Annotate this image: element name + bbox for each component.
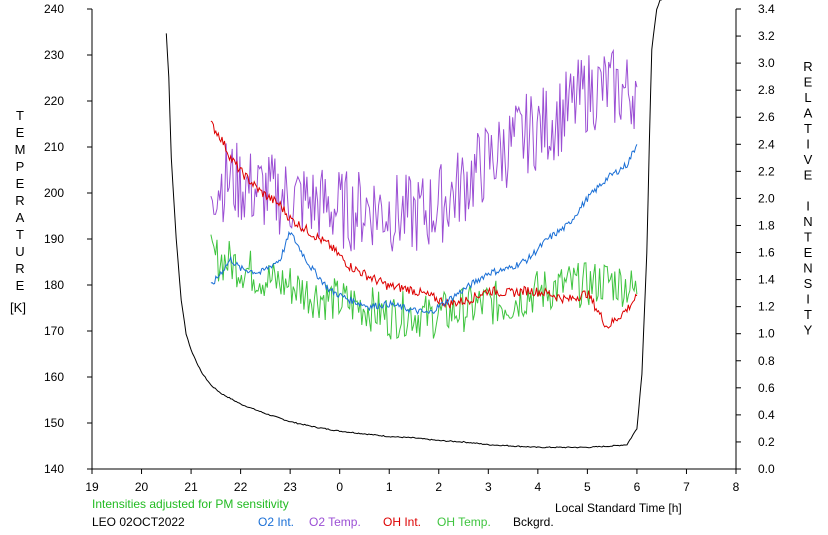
y-left-tick-label: 160 — [44, 370, 64, 384]
legend-item-bckgrd: Bckgrd. — [513, 515, 554, 529]
y-right-tick-label: 1.6 — [758, 246, 775, 260]
legend-item-o2_temp: O2 Temp. — [309, 515, 361, 529]
series-line-oh_int — [210, 120, 638, 329]
y-right-tick-label: 2.8 — [758, 83, 775, 97]
y-left-title-letter: E — [16, 176, 25, 191]
x-tick-label: 23 — [283, 480, 297, 494]
x-tick-label: 7 — [683, 480, 690, 494]
y-right-title-letter: T — [804, 307, 812, 322]
y-right-title-letter: A — [804, 106, 813, 121]
y-left-title-letter: P — [16, 159, 25, 174]
x-tick-label: 20 — [135, 480, 149, 494]
y-right-title-letter: E — [804, 168, 813, 183]
y-left-title-letter: T — [16, 227, 24, 242]
y-right-tick-label: 3.0 — [758, 56, 775, 70]
y-right-tick-label: 2.6 — [758, 110, 775, 124]
y-left-tick-label: 180 — [44, 278, 64, 292]
series-layer — [165, 0, 662, 449]
y-right-tick-label: 3.4 — [758, 2, 775, 16]
y-left-title-letter: E — [16, 125, 25, 140]
legend-item-o2_int: O2 Int. — [258, 515, 294, 529]
y-right-title-letter: N — [803, 261, 812, 276]
note-text: Intensities adjusted for PM sensitivity — [92, 497, 289, 511]
labels-layer: 19 20 21 22 23 0 1 2 3 4 5 6 7 8140150160170180190200… — [15, 2, 813, 494]
y-left-tick-label: 210 — [44, 140, 64, 154]
legend-item-oh_int: OH Int. — [383, 515, 421, 529]
y-left-unit-label: [K] — [10, 300, 26, 315]
y-left-title-letter: A — [16, 210, 25, 225]
station-label: LEO 02OCT2022 — [92, 515, 185, 529]
series-line-bckgrd — [165, 0, 662, 449]
y-left-title-letter: E — [16, 278, 25, 293]
y-left-tick-label: 190 — [44, 232, 64, 246]
x-tick-label: 22 — [234, 480, 248, 494]
y-right-tick-label: 2.2 — [758, 164, 775, 178]
x-tick-label: 1 — [386, 480, 393, 494]
legend-item-oh_temp: OH Temp. — [437, 515, 491, 529]
x-tick-label: 21 — [184, 480, 198, 494]
y-right-title-letter: N — [803, 214, 812, 229]
y-left-title-letter: T — [16, 108, 24, 123]
y-right-tick-label: 2.0 — [758, 191, 775, 205]
x-tick-label: 0 — [336, 480, 343, 494]
series-line-oh_temp — [210, 234, 638, 340]
y-left-title-letter: R — [15, 261, 24, 276]
y-right-title-letter: R — [803, 59, 812, 74]
y-right-title-letter: Y — [804, 323, 813, 338]
x-tick-label: 5 — [584, 480, 591, 494]
y-left-tick-label: 200 — [44, 186, 64, 200]
y-left-title-letter: U — [15, 244, 24, 259]
x-axis-title: Local Standard Time [h] — [555, 501, 682, 515]
y-right-title-letter: S — [804, 276, 813, 291]
y-left-tick-label: 150 — [44, 416, 64, 430]
y-right-tick-label: 0.0 — [758, 462, 775, 476]
legend: O2 Int. O2 Temp. OH Int. OH Temp. Bckgrd. — [258, 515, 554, 529]
y-right-title-letter: E — [804, 245, 813, 260]
y-right-tick-label: 3.2 — [758, 29, 775, 43]
y-right-title-letter: I — [806, 199, 810, 214]
axes — [87, 8, 741, 474]
series-line-o2_int — [210, 144, 638, 315]
y-right-tick-label: 1.0 — [758, 327, 775, 341]
x-tick-label: 19 — [85, 480, 99, 494]
y-left-tick-label: 220 — [44, 94, 64, 108]
series-line-o2_temp — [210, 48, 638, 252]
y-right-title-letter: I — [806, 137, 810, 152]
y-left-tick-label: 240 — [44, 2, 64, 16]
y-right-title-letter: I — [806, 292, 810, 307]
x-tick-label: 2 — [435, 480, 442, 494]
y-right-tick-label: 1.8 — [758, 218, 775, 232]
y-right-tick-label: 0.2 — [758, 435, 775, 449]
y-right-tick-label: 2.4 — [758, 137, 775, 151]
y-left-tick-label: 140 — [44, 462, 64, 476]
y-left-tick-label: 170 — [44, 324, 64, 338]
x-tick-label: 8 — [733, 480, 740, 494]
x-tick-label: 6 — [634, 480, 641, 494]
y-right-tick-label: 1.4 — [758, 273, 775, 287]
y-right-tick-label: 0.6 — [758, 381, 775, 395]
x-tick-label: 4 — [535, 480, 542, 494]
y-right-tick-label: 1.2 — [758, 300, 775, 314]
y-left-title-letter: R — [15, 193, 24, 208]
y-right-tick-label: 0.8 — [758, 354, 775, 368]
x-tick-label: 3 — [485, 480, 492, 494]
y-right-title-letter: E — [804, 75, 813, 90]
y-right-tick-label: 0.4 — [758, 408, 775, 422]
y-right-title-letter: T — [804, 121, 812, 136]
y-left-tick-label: 230 — [44, 48, 64, 62]
y-right-title-letter: V — [804, 152, 813, 167]
y-right-title-letter: L — [804, 90, 811, 105]
y-right-title-letter: T — [804, 230, 812, 245]
y-left-title-letter: M — [15, 142, 26, 157]
